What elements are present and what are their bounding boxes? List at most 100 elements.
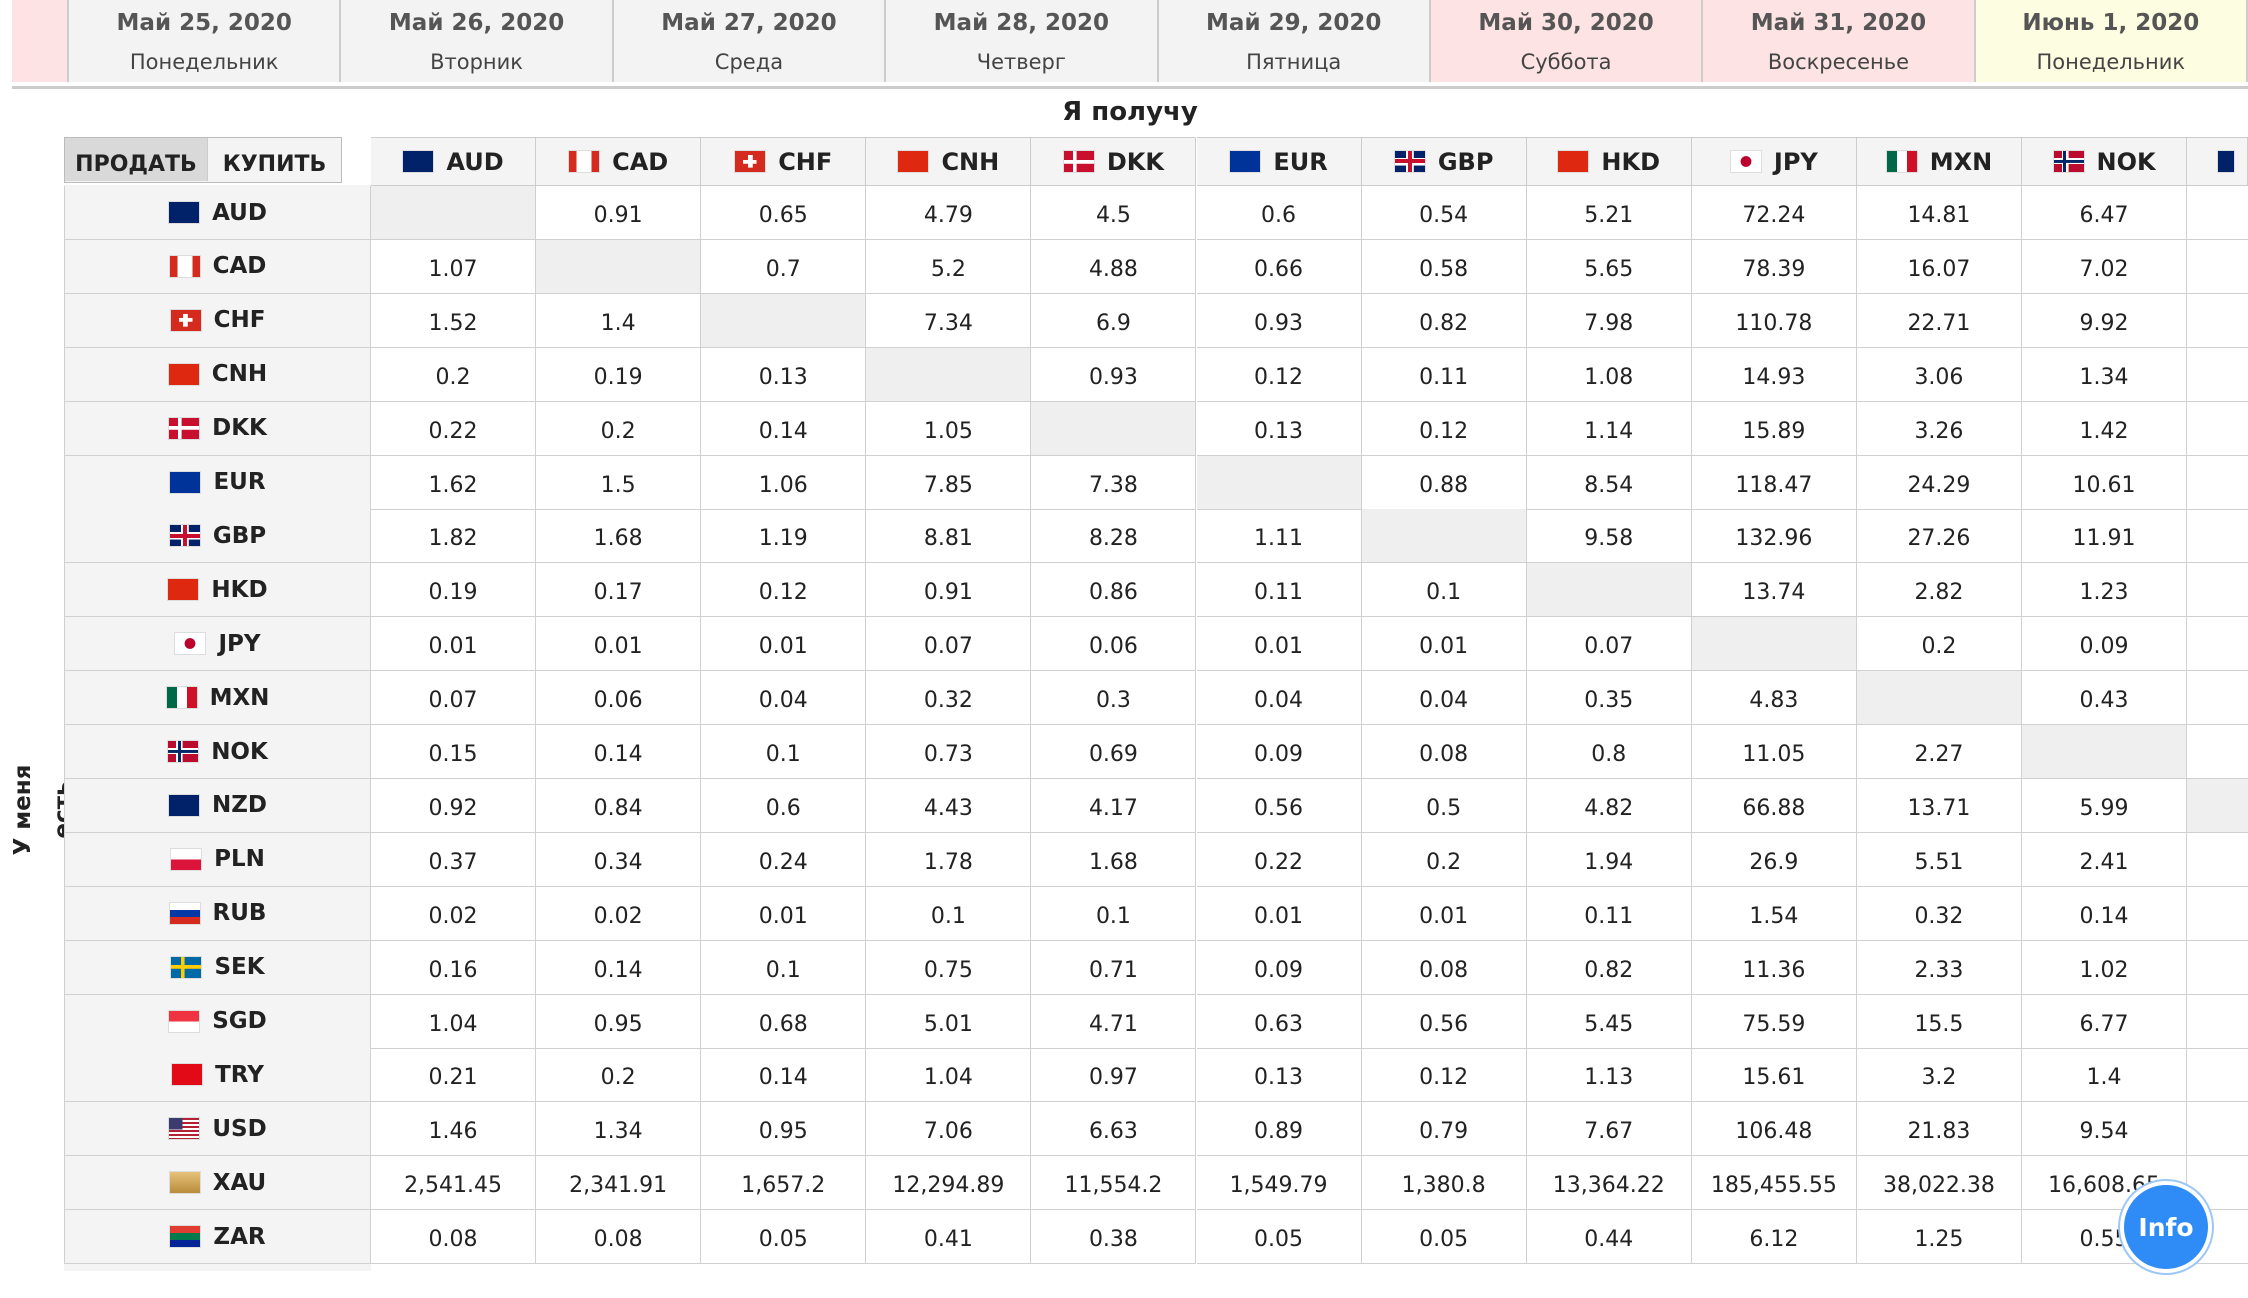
rate-cell: 1.05 <box>866 401 1032 456</box>
rate-cell: 0.1 <box>1031 886 1197 941</box>
rate-cell: 0.22 <box>371 401 537 456</box>
rate-cell: 0.15 <box>371 725 537 779</box>
row-header[interactable]: XAU <box>64 1156 371 1211</box>
rate-cell: 11.05 <box>1691 725 1857 779</box>
row-header[interactable]: USD <box>64 1102 371 1157</box>
date-cell[interactable]: Май 26, 2020 Вторник <box>341 0 614 82</box>
column-header[interactable]: AUD <box>371 137 537 186</box>
date-cell-partial[interactable] <box>12 0 69 82</box>
currency-code: CHF <box>778 147 833 176</box>
rate-cell: 0.04 <box>1196 671 1362 726</box>
rate-cell: 0.09 <box>1196 725 1362 779</box>
row-header[interactable]: EUR <box>64 455 371 510</box>
rate-cell: 9.92 <box>2022 293 2188 348</box>
rate-cell: 0.01 <box>1361 617 1527 672</box>
date-cell[interactable]: Май 27, 2020 Среда <box>613 0 887 82</box>
rate-cell: 8.54 <box>1526 455 1692 510</box>
row-header[interactable]: TRY <box>64 1048 371 1103</box>
column-header[interactable]: CHF <box>701 137 867 186</box>
empty-cell <box>1691 617 1857 672</box>
rate-cell: 0.92 <box>371 778 537 833</box>
date-text: Май 30, 2020 <box>1478 10 1654 36</box>
row-header[interactable]: ZAR <box>64 1210 371 1265</box>
row-header[interactable]: CNH <box>64 347 371 402</box>
row-header[interactable]: NZD <box>64 778 371 833</box>
rate-cell: 6.63 <box>1031 1102 1197 1157</box>
row-header[interactable]: SEK <box>64 940 371 995</box>
rate-cell: 0.07 <box>371 671 537 726</box>
sell-button[interactable]: ПРОДАТЬ <box>65 138 207 181</box>
row-header[interactable]: GBP <box>64 509 371 564</box>
row-header[interactable]: MXN <box>64 671 371 726</box>
rate-cell: 0.75 <box>866 940 1032 995</box>
weekday-text: Воскресенье <box>1767 50 1910 74</box>
column-header[interactable]: JPY <box>1691 137 1857 186</box>
rate-cell: 118.47 <box>1691 455 1857 510</box>
rate-cell: 0.7 <box>701 239 867 294</box>
row-header[interactable]: PLN <box>64 832 371 887</box>
date-cell[interactable]: Май 28, 2020 Четверг <box>886 0 1159 82</box>
rate-cell: 0.14 <box>701 1048 867 1103</box>
rate-cell: 14.81 <box>1856 186 2022 240</box>
row-header[interactable]: CAD <box>64 239 371 294</box>
date-cell[interactable]: Июнь 1, 2020 Понедельник <box>1975 0 2248 82</box>
info-button[interactable]: Info <box>2120 1181 2212 1273</box>
currency-code: CAD <box>212 253 267 280</box>
flag-icon <box>168 201 201 224</box>
rate-cell: 72.24 <box>1691 186 1857 240</box>
column-header[interactable]: HKD <box>1526 137 1692 186</box>
rate-cell: 1.07 <box>371 239 537 294</box>
rate-cell: 106.48 <box>1691 1102 1857 1157</box>
row-header[interactable]: AUD <box>64 186 371 240</box>
date-cell[interactable]: Май 25, 2020 Понедельник <box>69 0 342 82</box>
flag-icon <box>171 1063 204 1087</box>
rate-cell: 12,294.89 <box>866 1156 1032 1211</box>
rate-cell: 4.17 <box>1031 778 1197 833</box>
rate-cell: 0.12 <box>1361 1048 1527 1103</box>
column-header[interactable]: CAD <box>536 137 702 186</box>
rate-cell: 2.82 <box>1856 563 2022 618</box>
rate-cell: 1.04 <box>866 1048 1032 1103</box>
empty-cell <box>371 186 537 240</box>
row-header[interactable]: CHF <box>64 293 371 348</box>
date-cell[interactable]: Май 29, 2020 Пятница <box>1158 0 1431 82</box>
row-header[interactable]: DKK <box>64 401 371 456</box>
rate-cell: 0.95 <box>536 994 702 1049</box>
currency-code: HKD <box>1601 147 1661 176</box>
row-header[interactable]: SGD <box>64 994 371 1049</box>
rate-cell: 7.34 <box>866 293 1032 348</box>
date-cell[interactable]: Май 30, 2020 Суббота <box>1430 0 1704 82</box>
row-header[interactable]: HKD <box>64 563 371 618</box>
rate-cell: 0.82 <box>1361 293 1527 348</box>
flag-icon <box>167 578 200 602</box>
row-header[interactable]: JPY <box>64 617 371 672</box>
buy-button[interactable]: КУПИТЬ <box>207 138 341 181</box>
column-header[interactable]: GBP <box>1361 137 1527 186</box>
column-header[interactable]: MXN <box>1856 137 2022 186</box>
date-cell[interactable]: Май 31, 2020 Воскресенье <box>1703 0 1976 82</box>
rate-cell: 1.34 <box>536 1102 702 1157</box>
currency-code: CHF <box>213 307 266 334</box>
column-header-partial[interactable] <box>2187 137 2248 186</box>
rate-cell: 0.32 <box>1856 886 2022 941</box>
column-header[interactable]: NOK <box>2022 137 2188 186</box>
empty-cell <box>1196 455 1362 510</box>
column-header[interactable]: CNH <box>866 137 1032 186</box>
rate-cell: 9.54 <box>2022 1102 2188 1157</box>
rate-cell: 0.2 <box>1361 832 1527 887</box>
flag-icon <box>169 308 202 332</box>
rate-cell: 0.56 <box>1196 778 1362 833</box>
column-header[interactable]: EUR <box>1196 137 1362 186</box>
row-header[interactable]: RUB <box>64 886 371 941</box>
rate-cell: 13.74 <box>1691 563 1857 618</box>
flag-icon <box>168 901 201 925</box>
column-header[interactable]: DKK <box>1031 137 1197 186</box>
rate-cell: 6.47 <box>2022 186 2188 240</box>
flag-icon <box>170 847 203 871</box>
rate-cell: 7.02 <box>2022 239 2188 294</box>
rate-cell: 1.4 <box>2022 1048 2188 1103</box>
partial-cell <box>2187 1048 2248 1103</box>
flag-icon <box>168 416 201 440</box>
row-header[interactable]: NOK <box>64 725 371 779</box>
rate-cell: 1.42 <box>2022 401 2188 456</box>
